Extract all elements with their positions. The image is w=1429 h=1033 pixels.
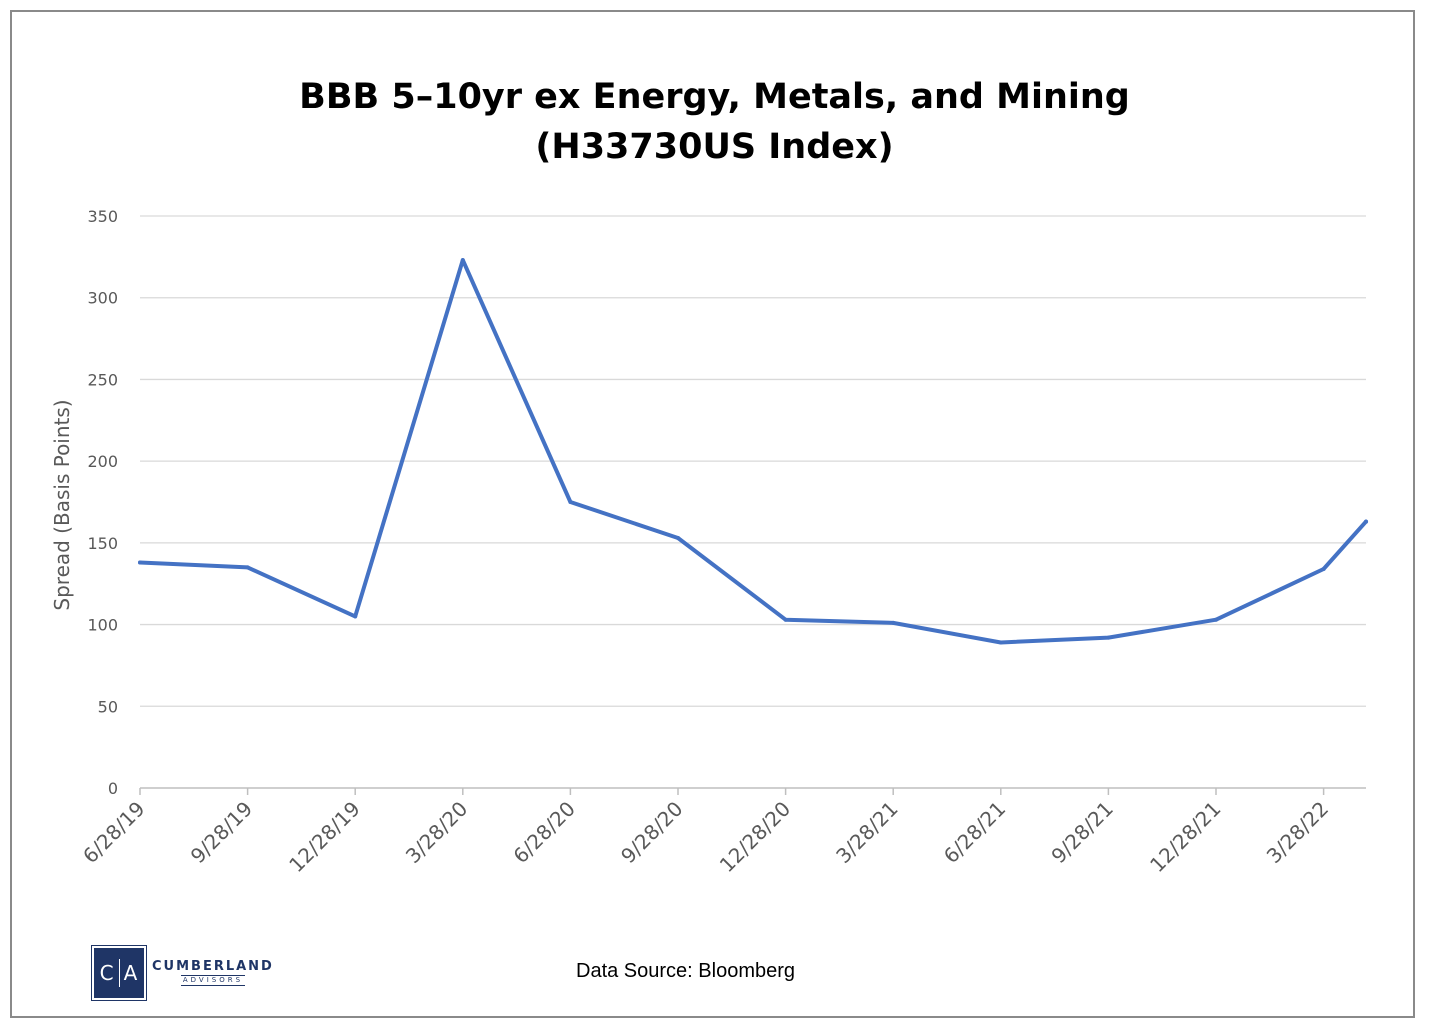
logo-name: CUMBERLAND: [152, 959, 274, 974]
series-line: [138, 258, 1368, 645]
x-tick-label: 6/28/21: [939, 797, 1010, 868]
x-tick-label: 9/28/19: [186, 797, 257, 868]
data-point: [998, 640, 1003, 645]
x-tick-label: 9/28/20: [616, 797, 687, 868]
x-tick-label: 6/28/19: [78, 797, 149, 868]
x-tick-label: 12/28/19: [284, 797, 364, 877]
data-point: [1364, 519, 1368, 524]
chart-frame: [10, 10, 1415, 1018]
chart-title-line-1: BBB 5–10yr ex Energy, Metals, and Mining: [299, 77, 1130, 117]
data-point: [245, 565, 250, 570]
data-point: [568, 500, 573, 504]
data-point: [1321, 567, 1326, 571]
chart-title: BBB 5–10yr ex Energy, Metals, and Mining…: [0, 72, 1429, 172]
y-tick-label: 300: [87, 289, 118, 308]
y-tick-label: 150: [87, 534, 118, 553]
cumberland-logo: C A CUMBERLAND ADVISORS: [91, 944, 274, 1001]
x-tick-label: 9/28/21: [1046, 797, 1117, 868]
x-tick-label: 12/28/21: [1145, 797, 1225, 877]
data-point: [1106, 635, 1111, 640]
data-source-note: Data Source: Bloomberg: [576, 960, 796, 982]
y-tick-label: 250: [87, 370, 118, 389]
x-tick-label: 3/28/20: [401, 797, 472, 868]
data-point: [676, 536, 680, 540]
y-tick-label: 50: [98, 697, 118, 716]
logo-wordmark: CUMBERLAND ADVISORS: [152, 959, 274, 986]
logo-mark: C A: [91, 944, 147, 1001]
data-point: [353, 614, 358, 619]
logo-subtitle: ADVISORS: [180, 975, 246, 986]
x-tick-label: 3/28/21: [831, 797, 902, 868]
y-tick-label: 0: [108, 779, 118, 798]
chart-title-line-2: (H33730US Index): [535, 127, 894, 167]
logo-letter-c: C: [99, 960, 115, 985]
data-point: [891, 620, 896, 625]
y-tick-label: 100: [87, 616, 118, 635]
y-axis-label: Spread (Basis Points): [50, 399, 74, 611]
x-tick-label: 6/28/20: [508, 797, 579, 868]
logo-letter-a: A: [123, 960, 139, 985]
data-point: [138, 560, 142, 565]
x-tick-label: 12/28/20: [715, 797, 795, 877]
data-point: [783, 617, 788, 622]
data-point: [460, 258, 465, 263]
y-tick-label: 200: [87, 452, 118, 471]
x-tick-label: 3/28/22: [1262, 797, 1333, 868]
y-tick-label: 350: [87, 207, 118, 226]
data-point: [1214, 617, 1218, 622]
